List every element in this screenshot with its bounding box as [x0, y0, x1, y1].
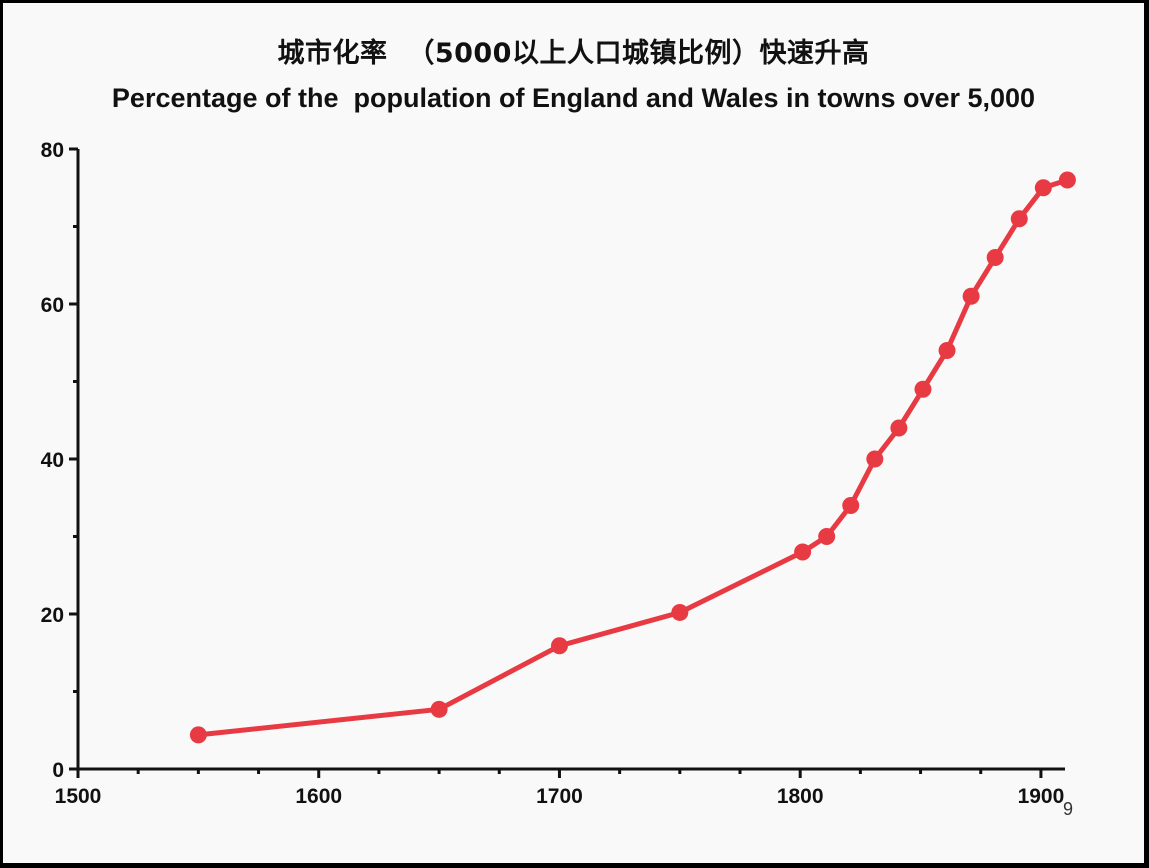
x-tick-label: 1800 — [777, 785, 824, 808]
data-point — [986, 249, 1004, 266]
slide: 城市化率 （5000以上人口城镇比例）快速升高 Percentage of th… — [3, 3, 1144, 863]
data-point — [430, 700, 448, 718]
data-points — [189, 171, 1076, 744]
data-point — [866, 450, 884, 468]
x-tick-label: 1700 — [536, 785, 583, 808]
data-point — [818, 528, 836, 545]
x-axis: 1500 1600 1700 1800 1900 — [55, 767, 1065, 808]
x-tick-label: 1500 — [55, 785, 102, 808]
data-point — [1034, 179, 1052, 197]
data-point — [914, 380, 932, 398]
chart-title: Percentage of the population of England … — [111, 83, 1036, 113]
y-axis: 0 20 40 60 80 — [41, 139, 80, 782]
data-point — [842, 497, 860, 514]
page-number: 9 — [1063, 799, 1074, 819]
y-tick-label: 0 — [52, 759, 64, 782]
data-point — [962, 287, 980, 305]
data-point — [890, 419, 908, 437]
y-tick-label: 80 — [41, 139, 64, 162]
data-point — [1058, 171, 1076, 189]
data-point — [794, 543, 812, 561]
y-tick-label: 60 — [41, 294, 64, 317]
data-point — [938, 342, 956, 359]
series-line — [195, 177, 1070, 738]
y-tick-label: 40 — [41, 449, 64, 472]
data-point — [550, 637, 568, 655]
data-point — [1010, 210, 1028, 228]
series-line-group — [195, 177, 1070, 738]
data-point — [189, 726, 207, 744]
x-tick-label: 1900 — [1018, 785, 1065, 808]
slide-title-chinese: 城市化率 （5000以上人口城镇比例）快速升高 — [277, 38, 870, 69]
y-tick-label: 20 — [41, 604, 64, 627]
line-chart: 0 20 40 60 80 1500 1600 1700 1800 1900 — [41, 139, 1076, 808]
data-point — [671, 603, 689, 621]
x-tick-label: 1600 — [295, 785, 342, 808]
